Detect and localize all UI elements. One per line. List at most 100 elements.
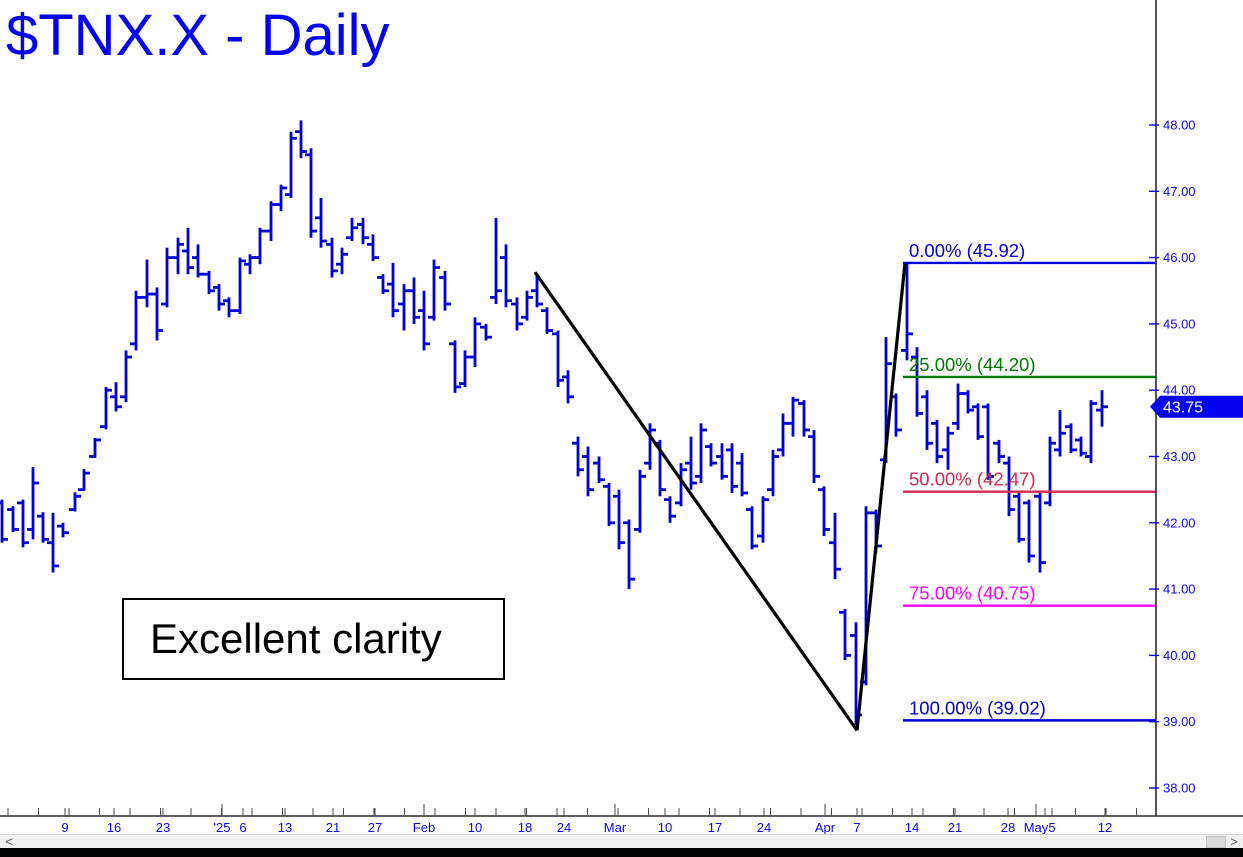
price-bar (695, 423, 707, 484)
price-bar (911, 347, 923, 417)
price-bar (387, 262, 399, 318)
price-bar (27, 467, 39, 540)
x-axis-label: 6 (239, 820, 246, 834)
price-bar (37, 512, 49, 543)
price-bar (644, 423, 656, 470)
y-axis-label: 38.00 (1163, 781, 1196, 796)
last-price-badge (1150, 395, 1243, 418)
price-bar (777, 413, 789, 457)
scroll-left-arrow-icon[interactable]: < (5, 834, 13, 849)
price-bar (315, 197, 327, 248)
price-bar (757, 496, 769, 543)
price-bar (603, 483, 615, 527)
price-bar (151, 287, 163, 341)
price-bar (0, 499, 8, 543)
price-bar (942, 426, 954, 470)
annotation-box[interactable]: Excellent clarity (122, 598, 505, 680)
price-bar (295, 120, 307, 159)
price-bar (275, 184, 287, 212)
y-axis-label: 43.00 (1163, 449, 1196, 464)
fib-level-label: 75.00% (40.75) (909, 583, 1036, 604)
horizontal-scrollbar[interactable]: < > (0, 834, 1243, 849)
fib-level-label: 50.00% (42.47) (909, 469, 1036, 490)
x-axis-label: Apr (815, 820, 836, 834)
price-bar (234, 257, 246, 314)
price-bar (1096, 390, 1108, 427)
price-bar (69, 492, 81, 512)
last-price-badge-label: 43.75 (1163, 399, 1203, 416)
price-bar (736, 453, 748, 497)
price-bar (705, 443, 717, 467)
price-bar (130, 290, 142, 351)
price-bar (480, 323, 492, 341)
price-bar (1044, 436, 1056, 507)
x-axis-label: 24 (557, 820, 571, 834)
y-axis-label: 47.00 (1163, 184, 1196, 199)
price-bar (931, 420, 943, 464)
trendline[interactable] (855, 262, 907, 731)
price-bar (593, 456, 605, 484)
x-axis-label: 21 (948, 820, 962, 834)
price-bar (921, 390, 933, 450)
price-bar (336, 247, 348, 275)
price-bar (89, 437, 101, 458)
price-bar (634, 469, 646, 533)
scrollbar-thumb[interactable] (1206, 836, 1226, 848)
price-bar (367, 234, 379, 261)
x-axis-label: 16 (107, 820, 121, 834)
price-bar (110, 382, 122, 412)
price-bar (1023, 499, 1035, 563)
price-bar (829, 512, 841, 580)
price-bar (357, 217, 369, 245)
price-bar (1003, 456, 1015, 517)
x-axis-label: 7 (853, 820, 860, 834)
price-bar (613, 489, 625, 550)
price-bar (120, 350, 132, 403)
price-bar (552, 330, 564, 387)
price-bar (182, 227, 194, 275)
price-bar (962, 390, 974, 414)
x-axis-label: 21 (326, 820, 340, 834)
price-bar (511, 297, 523, 331)
x-axis-label: 18 (518, 820, 532, 834)
price-bar (746, 506, 758, 550)
x-axis-label: 10 (468, 820, 482, 834)
price-bar (1075, 436, 1087, 457)
price-bar (541, 307, 553, 334)
trendline[interactable] (533, 271, 859, 732)
price-bar (685, 436, 697, 490)
x-axis-label: 13 (278, 820, 292, 834)
price-bar (213, 284, 225, 311)
price-bar (839, 608, 851, 661)
x-axis-label: May (1024, 820, 1049, 834)
price-bar (1054, 410, 1066, 457)
price-bar (285, 131, 297, 198)
price-bar (901, 262, 913, 361)
price-bar (326, 237, 338, 278)
price-bar (161, 247, 173, 308)
x-axis-label: 9 (61, 820, 68, 834)
price-bar (1034, 492, 1046, 573)
price-bar (141, 259, 153, 308)
y-axis-label: 42.00 (1163, 515, 1196, 530)
price-bar (254, 227, 266, 265)
price-bar (223, 297, 235, 318)
price-bar (531, 273, 543, 308)
price-bar (78, 469, 90, 492)
scroll-right-arrow-icon[interactable]: > (1230, 834, 1238, 849)
fib-level-label: 25.00% (44.20) (909, 354, 1036, 375)
price-bar (172, 237, 184, 275)
price-bar (449, 340, 461, 393)
price-bar (798, 400, 810, 437)
price-bar (305, 148, 317, 238)
price-bar (818, 486, 830, 537)
x-axis-label: Feb (413, 820, 435, 834)
price-chart: 0.00% (45.92) 25.00% (44.20) 50.00% (42.47… (0, 0, 1243, 834)
price-bar (47, 512, 59, 573)
price-bar (1013, 492, 1025, 543)
price-bar (192, 244, 204, 278)
price-bar (972, 403, 984, 440)
y-axis-label: 46.00 (1163, 250, 1196, 265)
window-bottom-edge (0, 848, 1243, 857)
y-axis-label: 48.00 (1163, 118, 1196, 133)
